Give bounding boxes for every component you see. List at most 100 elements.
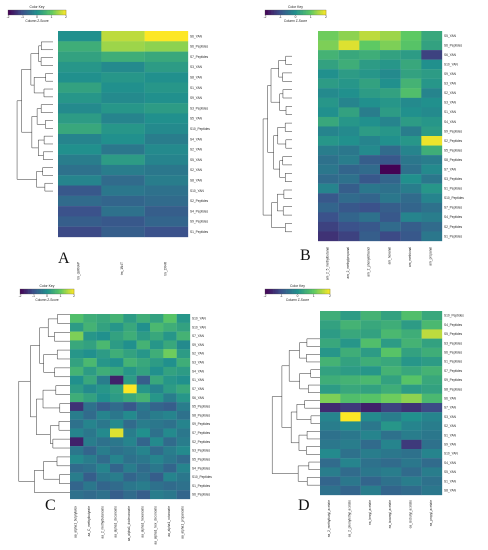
heatmap-cell xyxy=(338,183,360,194)
color-key-swatch xyxy=(24,289,26,294)
color-key-swatch xyxy=(322,10,325,15)
heatmap-cell xyxy=(359,145,381,156)
heatmap-cell xyxy=(421,59,443,70)
heatmap-cell xyxy=(320,403,341,413)
color-key-tick: 1 xyxy=(313,294,315,298)
heatmap-cell xyxy=(360,366,382,376)
heatmap-cell xyxy=(320,375,341,385)
color-key-swatch xyxy=(307,289,310,294)
heatmap-cell xyxy=(421,88,443,98)
heatmap-cell xyxy=(176,463,191,473)
heatmap-cell xyxy=(359,107,381,118)
column-label: aa_alpha1_dodecanoate xyxy=(127,506,131,541)
row-label: S4_Peptides xyxy=(190,209,208,213)
color-key-swatch xyxy=(54,10,57,15)
heatmap-cell xyxy=(101,134,145,145)
heatmap-cell xyxy=(110,366,124,376)
heatmap-cell xyxy=(150,472,164,482)
row-label: S3_YAN xyxy=(190,65,203,69)
heatmap-cell xyxy=(144,195,189,207)
row-label: S1_Peptides xyxy=(444,187,462,191)
dendrogram-branch xyxy=(306,354,320,363)
dendrogram-branch xyxy=(18,380,35,482)
color-key-swatch xyxy=(289,289,292,294)
heatmap-cell xyxy=(380,31,401,41)
heatmap-cell xyxy=(83,375,97,385)
heatmap-cell xyxy=(123,481,137,491)
heatmap-cell xyxy=(318,164,339,175)
color-key-swatch xyxy=(47,10,49,15)
dendrogram-branch xyxy=(59,403,70,413)
heatmap-cell xyxy=(381,366,402,376)
column-label: am_2_5_methylbutanal xyxy=(325,247,329,280)
heatmap-cell xyxy=(380,183,401,194)
heatmap-cell xyxy=(110,481,124,491)
heatmap-cell xyxy=(359,126,381,137)
row-label: S5_Peptides xyxy=(192,457,210,461)
dendrogram-branch xyxy=(54,367,70,378)
color-key-swatch xyxy=(10,10,13,15)
heatmap-cell xyxy=(70,463,84,473)
color-key-tick: -1 xyxy=(279,15,282,19)
heatmap-cell xyxy=(401,467,422,477)
row-label: S9_Peptides xyxy=(192,422,210,426)
color-key-swatch xyxy=(29,10,32,15)
heatmap-cell xyxy=(359,69,381,79)
heatmap-cell xyxy=(360,421,382,431)
heatmap-cell xyxy=(400,193,422,203)
heatmap-cell xyxy=(338,136,360,146)
heatmap-cell xyxy=(136,410,151,420)
heatmap-cell xyxy=(401,421,422,431)
column-label: aa_alpha1_octanoate xyxy=(167,506,171,537)
color-key-tick: -1 xyxy=(280,294,283,298)
heatmap-cell xyxy=(176,402,191,412)
row-label: S5_YAN xyxy=(444,34,457,38)
column-label: am_propanal xyxy=(429,247,433,266)
color-key-swatch xyxy=(57,289,60,294)
column-label: tm_dsRNAP xyxy=(77,262,81,280)
color-key-tick: -1 xyxy=(21,15,24,19)
row-label: S6_Peptides xyxy=(190,45,208,49)
heatmap-cell xyxy=(110,393,124,403)
row-label: S10_Peptides xyxy=(444,314,464,318)
heatmap-cell xyxy=(340,449,361,459)
color-key-swatch xyxy=(274,10,276,15)
color-key-swatch xyxy=(299,289,302,294)
heatmap-cell xyxy=(96,340,111,350)
heatmap-cell xyxy=(318,107,339,118)
heatmap-cell xyxy=(359,31,381,41)
heatmap-cell xyxy=(400,50,422,60)
heatmap-cell xyxy=(58,31,102,42)
color-key-tick: -2 xyxy=(264,15,267,19)
color-key-swatch xyxy=(271,10,273,15)
dendrogram-branch xyxy=(21,69,32,133)
heatmap-cell xyxy=(150,481,164,491)
heatmap-cell xyxy=(176,393,191,403)
color-key-swatch xyxy=(291,289,293,294)
color-key-swatch xyxy=(55,10,58,15)
heatmap-cell xyxy=(123,472,137,482)
color-key-frame xyxy=(19,288,75,295)
heatmap-cell xyxy=(421,202,443,213)
column-label: ea_2_phenylethyl_acetate xyxy=(348,500,352,537)
heatmap-cell xyxy=(150,322,164,332)
color-key-swatch xyxy=(294,289,297,294)
column-label: am_hexanal xyxy=(387,247,391,265)
heatmap-cell xyxy=(380,50,401,60)
color-key-swatch xyxy=(324,10,327,15)
heatmap-cell xyxy=(144,206,189,217)
heatmap-cell xyxy=(359,193,381,203)
heatmap-cell xyxy=(83,349,97,359)
heatmap-cell xyxy=(70,402,84,412)
color-key-frame xyxy=(7,9,67,16)
heatmap-cell xyxy=(421,375,443,385)
heatmap-cell xyxy=(320,458,341,468)
dendrogram-branch xyxy=(299,373,311,390)
color-key-tick: 1 xyxy=(60,294,62,298)
dendrogram-branch xyxy=(43,151,53,160)
row-label: S8_YAN xyxy=(190,178,203,182)
row-label: S4_YAN xyxy=(444,120,457,124)
heatmap-cell xyxy=(320,393,341,404)
color-key-swatch xyxy=(304,10,307,15)
heatmap-cell xyxy=(123,322,137,332)
